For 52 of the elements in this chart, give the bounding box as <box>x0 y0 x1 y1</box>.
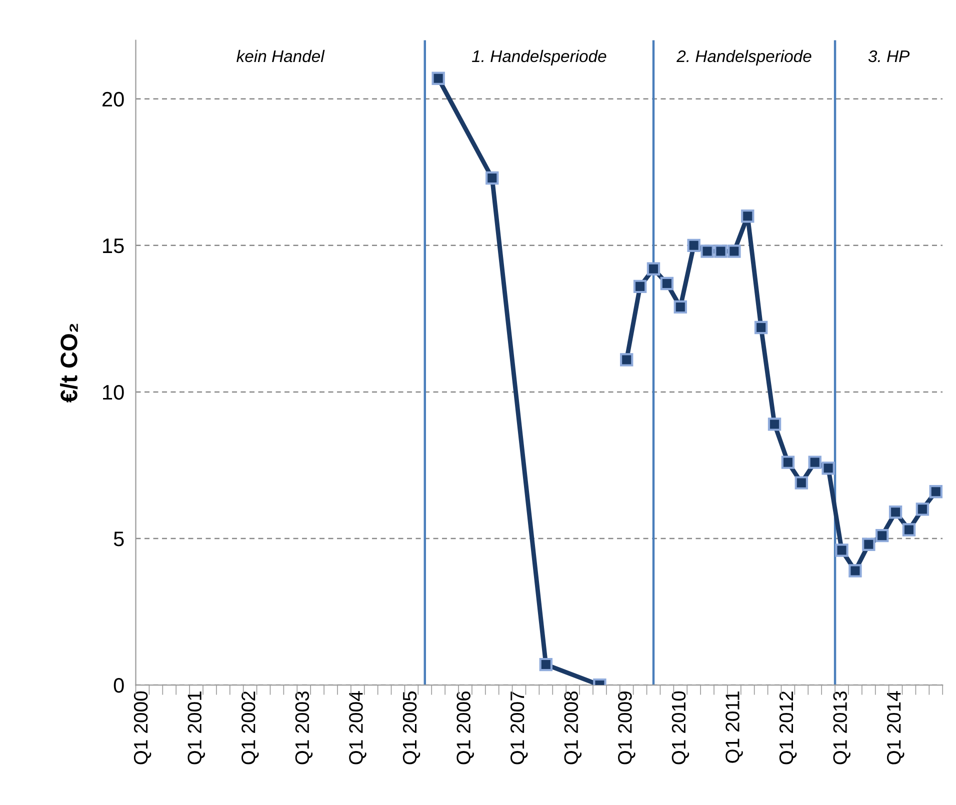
x-tick-label: Q1 2001 <box>188 692 205 764</box>
x-tick-label: Q1 2010 <box>672 691 690 764</box>
point <box>539 658 553 672</box>
x-tick-label: Q1 2002 <box>242 692 259 764</box>
x-tick-label: Q1 2003 <box>295 691 313 764</box>
point <box>768 418 782 431</box>
y-tick-label: 20 <box>102 92 124 107</box>
point <box>741 210 754 223</box>
point <box>646 262 660 276</box>
point <box>700 244 714 258</box>
point <box>754 320 768 334</box>
x-tick-label: Q1 2007 <box>510 692 528 764</box>
point <box>674 300 687 314</box>
x-tick-label: Q1 2006 <box>456 691 474 764</box>
point <box>822 462 835 475</box>
point <box>848 564 862 578</box>
annotation: 1. Handelsperiode <box>472 50 606 66</box>
point <box>808 456 822 469</box>
x-tick-label: Q1 2009 <box>618 692 636 764</box>
annotation: kein Handel <box>236 50 325 62</box>
annotation: 2. Handelsperiode <box>676 50 812 66</box>
point <box>794 476 808 490</box>
x-tick-label: Q1 2004 <box>349 691 366 764</box>
point <box>728 244 741 258</box>
annotation: 3. HP <box>868 50 910 62</box>
point <box>781 456 795 469</box>
point <box>902 523 916 536</box>
point <box>835 544 848 557</box>
point <box>876 528 889 542</box>
x-tick-label: Q1 2013 <box>833 691 850 764</box>
y-tick-label: 0 <box>114 678 124 693</box>
point <box>714 244 728 258</box>
y-tick-label: 5 <box>114 532 124 546</box>
point <box>687 238 700 252</box>
point <box>620 353 634 366</box>
x-tick-label: Q1 2008 <box>564 691 582 764</box>
point <box>660 276 674 290</box>
point <box>486 171 499 185</box>
point <box>633 280 647 294</box>
x-tick-label: Q1 2012 <box>779 692 797 764</box>
x-tick-label: Q1 2005 <box>402 691 420 764</box>
y-tick-label: 10 <box>103 384 124 400</box>
x-tick-label: Q1 2014 <box>887 691 904 764</box>
point <box>432 72 445 85</box>
point <box>916 502 930 516</box>
x-tick-label: Q1 2011 <box>726 692 743 763</box>
point <box>929 485 942 498</box>
point <box>888 506 902 519</box>
point <box>862 538 876 551</box>
x-tick-label: Q1 2000 <box>134 691 152 764</box>
y-axis-title: €/t CO₂ <box>60 324 78 403</box>
y-tick-label: 15 <box>103 238 124 254</box>
